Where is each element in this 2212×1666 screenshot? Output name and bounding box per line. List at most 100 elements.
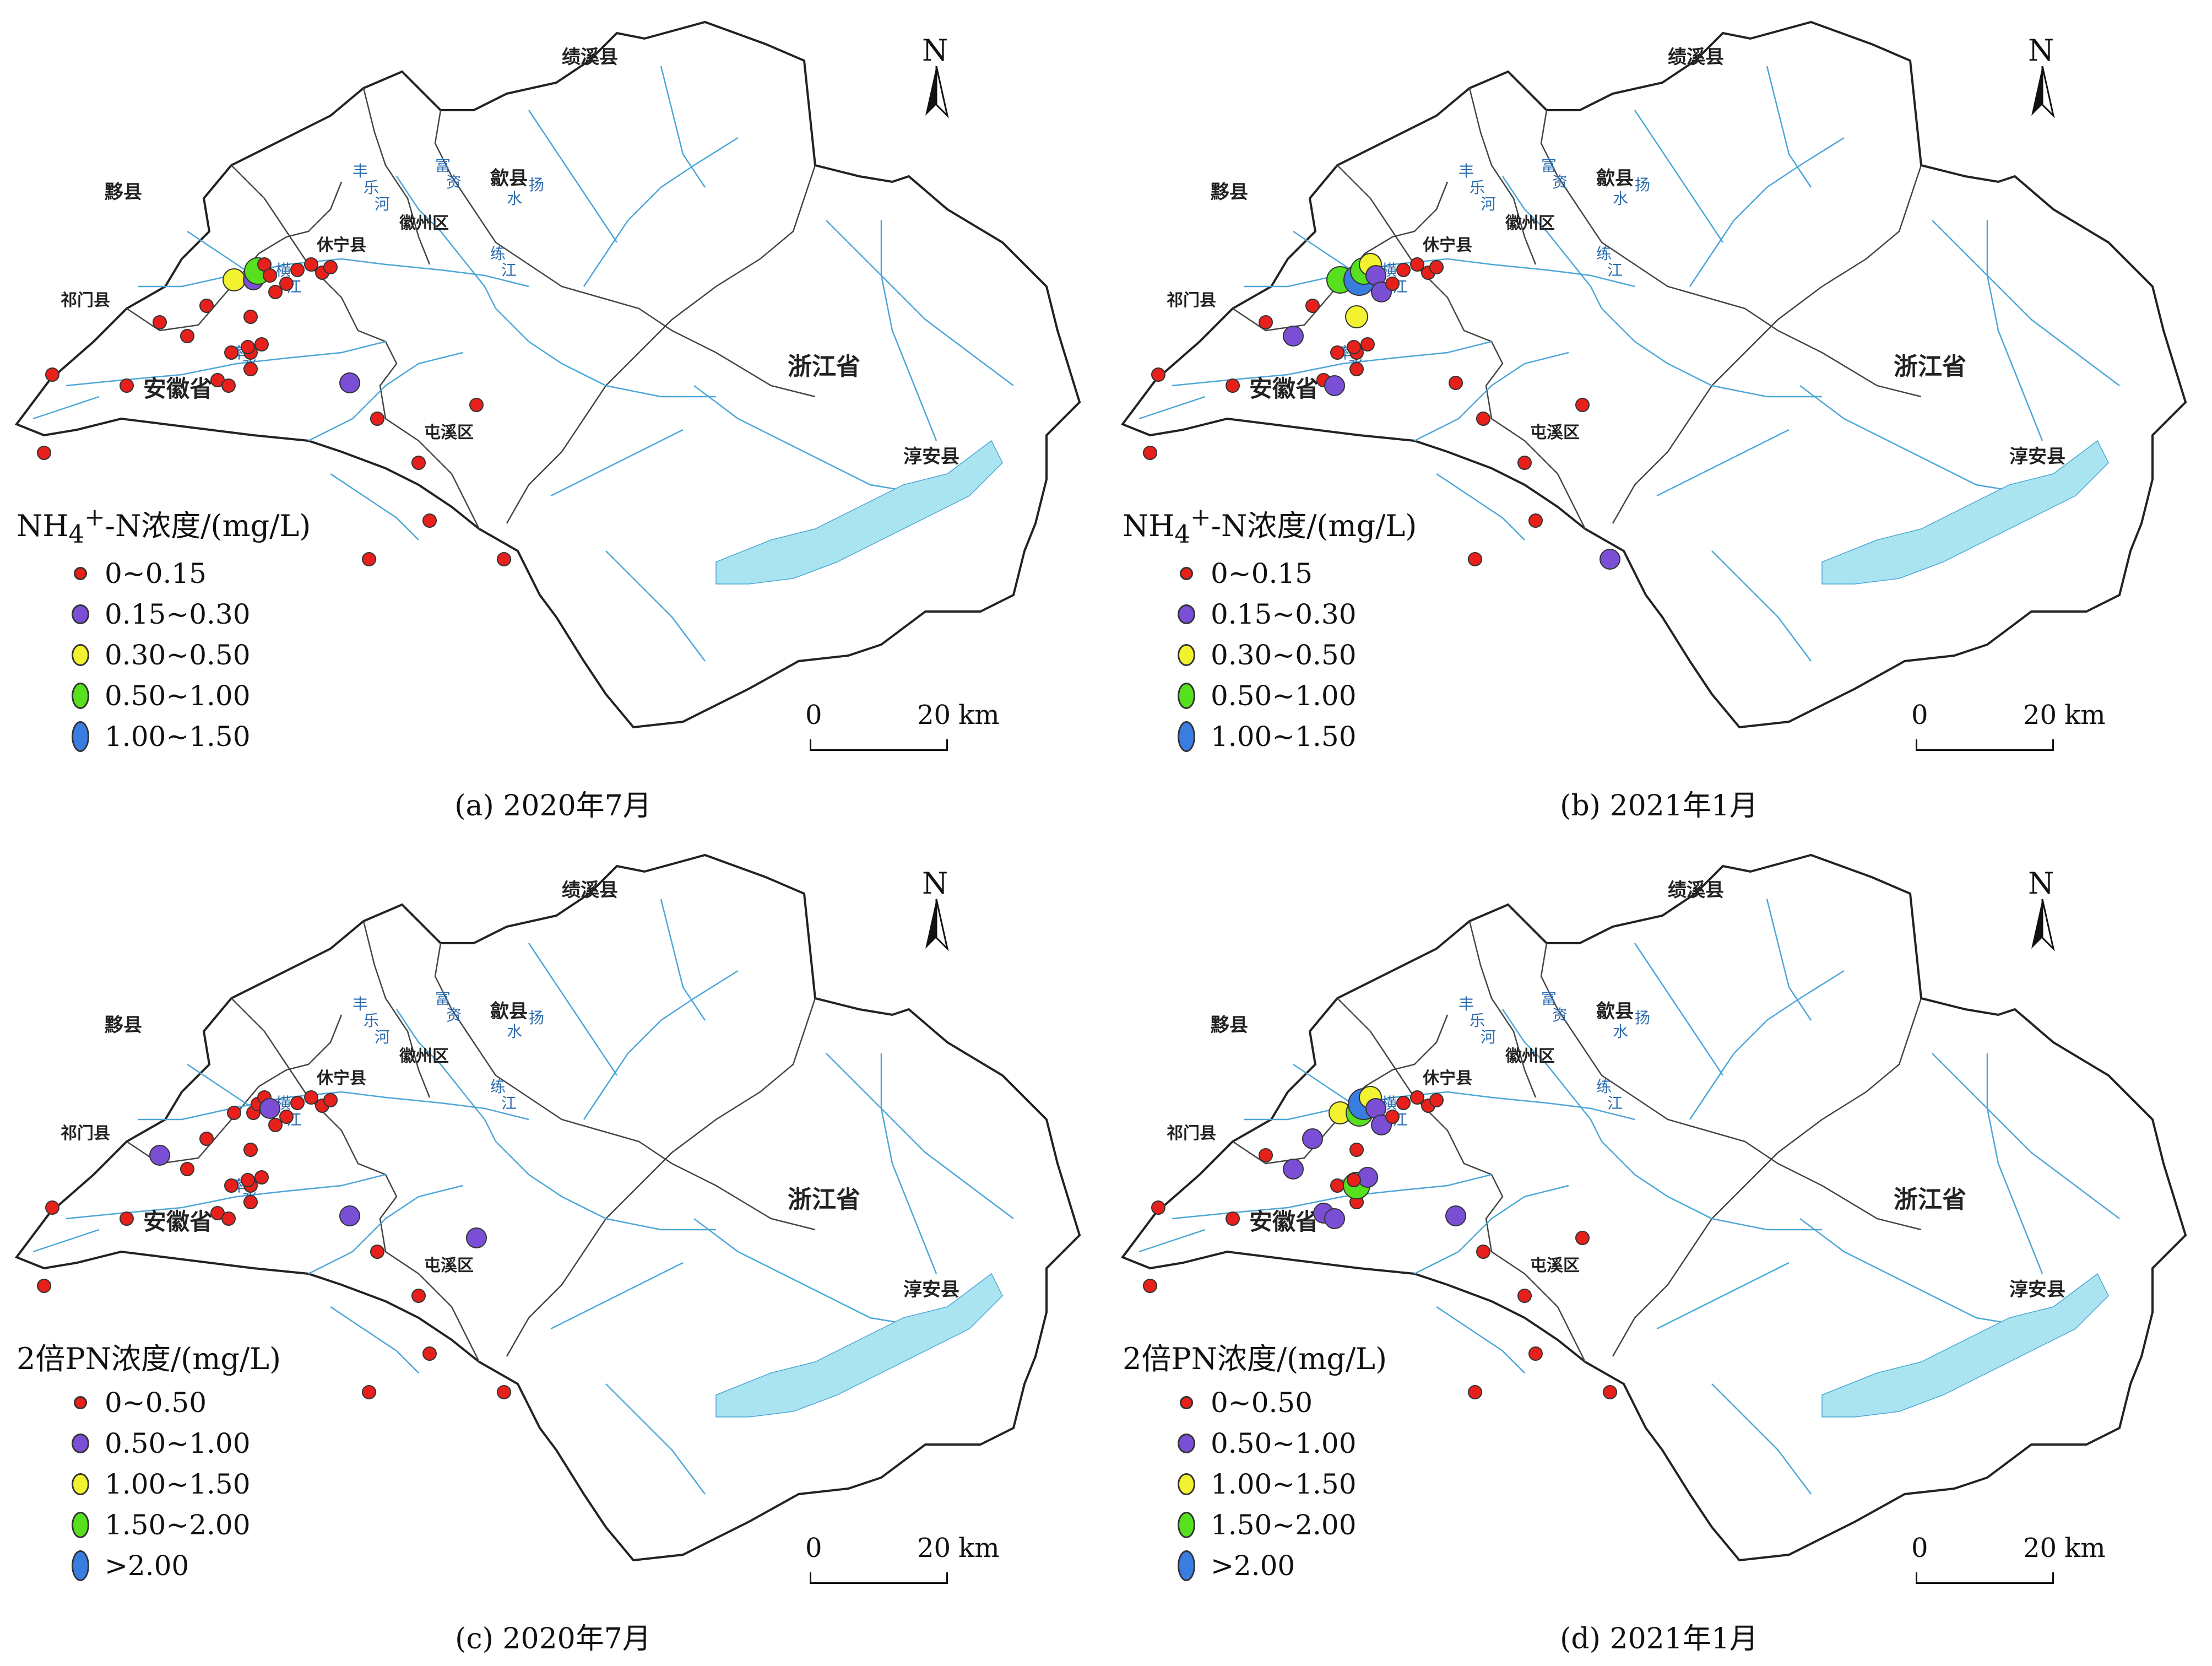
sample-site-16 xyxy=(290,1096,305,1110)
north-arrow-icon xyxy=(925,66,949,118)
river-label-fule2: 乐 xyxy=(1470,178,1485,197)
north-arrow-icon xyxy=(925,899,949,951)
sample-site-6 xyxy=(1305,299,1320,313)
river-label-fule3: 河 xyxy=(1481,1028,1496,1046)
scale-unit: km xyxy=(2064,1533,2106,1564)
legend-item: 0.50~1.00 xyxy=(1123,1423,1387,1464)
county-boundary xyxy=(1612,998,1922,1357)
legend-label: 0.15~0.30 xyxy=(1211,598,1357,630)
legend-label: 0.50~1.00 xyxy=(105,679,251,712)
river-line xyxy=(583,970,739,1120)
legend-label: 1.50~2.00 xyxy=(105,1509,251,1541)
county-boundary xyxy=(506,998,816,1357)
river-label-fuzi3: 水 xyxy=(1613,1023,1628,1041)
county-boundary xyxy=(434,943,816,1231)
scale-zero: 0 xyxy=(805,700,822,731)
river-line xyxy=(826,1053,1014,1219)
sample-site-1 xyxy=(45,367,59,382)
county-boundary xyxy=(1468,88,1537,265)
sample-site-22 xyxy=(1349,1143,1364,1157)
river-line xyxy=(395,176,497,309)
place-label-xiuning: 休宁县 xyxy=(1422,1069,1472,1088)
place-label-xiuning: 休宁县 xyxy=(1422,236,1472,255)
sample-site-1 xyxy=(1151,367,1165,382)
sample-site-14 xyxy=(268,285,283,299)
sample-site-31 xyxy=(362,552,376,566)
sample-site-16 xyxy=(290,263,305,277)
scale-zero: 0 xyxy=(1911,1533,1928,1564)
river-line xyxy=(1293,230,1360,277)
river-label-lian1: 练 xyxy=(1596,1078,1612,1096)
map-panel-c: 绩溪县 黟县 歙县 徽州区 休宁县 祁门县 安徽省 屯溪区 浙江省 淳安县丰乐河富资水扬横江练江率… xyxy=(0,833,1106,1666)
sample-site-7 xyxy=(224,345,238,360)
county-boundary xyxy=(506,165,816,524)
legend: 2倍PN浓度/(mg/L) 0~0.50 0.50~1.00 1.00~1.50 1.… xyxy=(17,1334,281,1586)
river-line xyxy=(1172,1173,1492,1220)
river-line xyxy=(660,899,706,1021)
place-label-shexian: 歙县 xyxy=(1596,1000,1634,1023)
river-line xyxy=(1601,308,1822,398)
river-line xyxy=(395,1009,497,1142)
river-line xyxy=(1244,258,1635,288)
place-label-xiuning: 休宁县 xyxy=(316,236,366,255)
legend-label: 0.50~1.00 xyxy=(1211,679,1357,712)
legend-symbol xyxy=(72,1550,89,1581)
place-label-yixian: 黟县 xyxy=(1211,181,1248,203)
sample-site-3 xyxy=(1226,1211,1240,1226)
county-boundary xyxy=(434,110,816,398)
legend-symbol xyxy=(72,1434,89,1453)
scale-line xyxy=(810,1572,948,1584)
legend-item: 0~0.50 xyxy=(1123,1382,1387,1423)
river-line xyxy=(1601,1141,1822,1231)
sample-site-6 xyxy=(199,1132,214,1146)
scale-unit: km xyxy=(958,700,1000,731)
place-label-tunxi: 屯溪区 xyxy=(424,423,474,442)
sample-site-4 xyxy=(153,315,167,329)
legend-symbol xyxy=(1178,1473,1195,1495)
sample-site-27 xyxy=(370,1245,384,1259)
river-line xyxy=(660,66,706,188)
river-line xyxy=(1689,137,1845,287)
river-line xyxy=(1436,473,1525,540)
place-label-shexian: 歙县 xyxy=(490,167,528,190)
scale-bar: 0 20 km xyxy=(1899,700,2119,760)
legend-item: 1.00~1.50 xyxy=(1123,716,1417,757)
county-boundary xyxy=(362,921,431,1098)
river-line xyxy=(66,340,386,387)
basin-map: 绩溪县黟县歙县徽州区休宁县祁门县安徽省屯溪区浙江省淳安县丰乐河富资水扬横江练江率… xyxy=(14,20,1081,729)
legend-symbol xyxy=(72,682,89,709)
place-label-qimen: 祁门县 xyxy=(1167,291,1216,310)
sample-site-28 xyxy=(411,1289,426,1303)
river-line xyxy=(1932,220,2120,386)
sample-site-22 xyxy=(243,310,258,324)
sample-site-21 xyxy=(1324,375,1345,396)
sample-site-32 xyxy=(1600,549,1620,570)
sample-site-13 xyxy=(259,1098,280,1119)
place-label-huizhou: 徽州区 xyxy=(399,1047,449,1066)
legend-symbol xyxy=(1178,721,1195,752)
legend-item: 0.15~0.30 xyxy=(1123,594,1417,635)
north-arrow: N xyxy=(914,866,958,954)
scale-line xyxy=(810,739,948,751)
sample-site-16 xyxy=(1396,263,1411,277)
river-line xyxy=(1436,1306,1525,1373)
legend-symbol xyxy=(1178,1512,1195,1538)
river-line xyxy=(1986,220,2043,441)
scale-twenty: 20 xyxy=(2023,700,2057,731)
place-label-zhejiang: 浙江省 xyxy=(1894,1186,1966,1214)
sample-site-4 xyxy=(149,1145,170,1166)
sample-site-14 xyxy=(268,1118,283,1132)
legend-label: >2.00 xyxy=(1211,1550,1295,1582)
river-line xyxy=(605,550,706,662)
sample-site-29 xyxy=(1528,1346,1543,1361)
river-line xyxy=(1689,970,1845,1120)
river-line xyxy=(693,385,937,497)
legend-item: 1.00~1.50 xyxy=(1123,1464,1387,1505)
legend-symbol xyxy=(1178,643,1195,666)
scale-zero: 0 xyxy=(1911,700,1928,731)
river-label-fule1: 丰 xyxy=(353,162,368,180)
basin-map: 绩溪县黟县歙县徽州区休宁县祁门县安徽省屯溪区浙江省淳安县丰乐河富资水扬横江练江率… xyxy=(1120,20,2187,729)
river-label-fule1: 丰 xyxy=(1459,162,1474,180)
sample-site-19 xyxy=(1360,337,1375,351)
river-label-fuzi2: 资 xyxy=(446,173,462,191)
